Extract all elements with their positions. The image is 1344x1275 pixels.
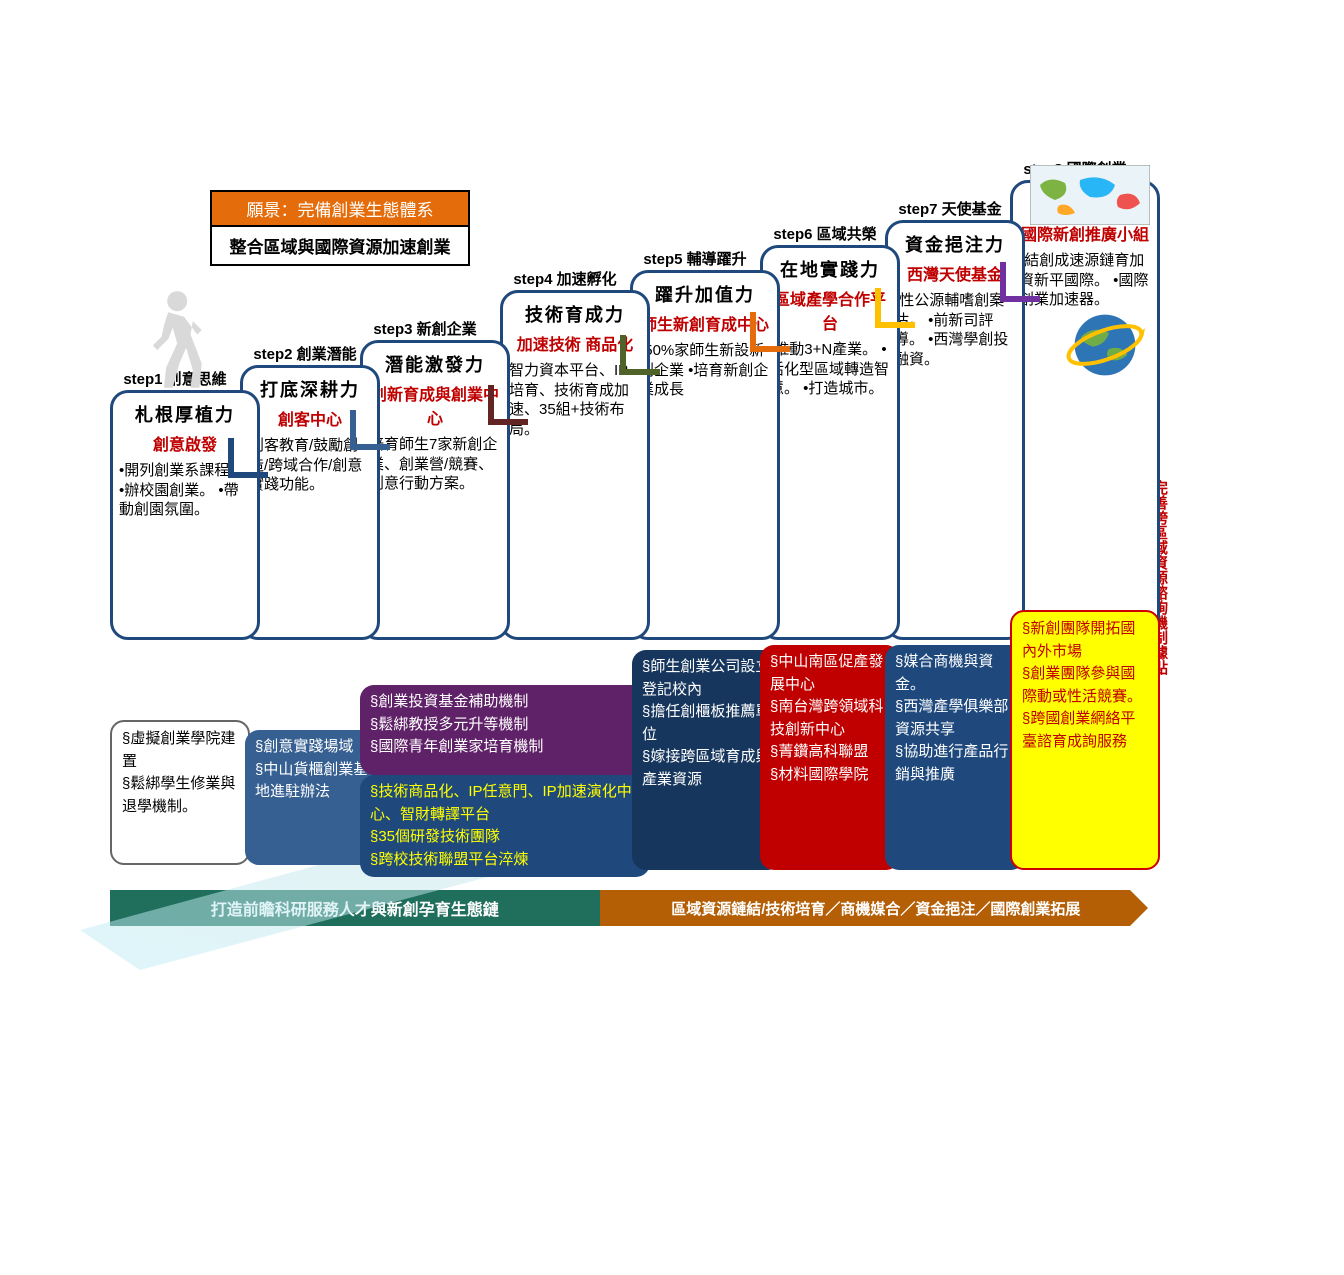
- mechanism-box-7: §媒合商機與資金。§西灣產學俱樂部資源共享§協助進行產品行銷與推廣: [885, 645, 1025, 870]
- step-label-4: step4 加速孵化: [505, 268, 625, 289]
- step-label-5: step5 輔導躍升: [635, 248, 755, 269]
- mechanism-item: §跨國創業網絡平臺諮育成詢服務: [1022, 708, 1148, 753]
- stair-title: 潛能激發力: [369, 351, 501, 377]
- mechanism-box-3: §創業投資基金補助機制§鬆綁教授多元升等機制§國際青年創業家培育機制: [360, 685, 650, 775]
- stair-title: 技術育成力: [509, 301, 641, 327]
- stair-title: 打底深耕力: [249, 376, 371, 402]
- stair-8: 國際拓展力國際新創推廣小組•結創成速源鏈育加資新平國際。 •國際創業加速器。: [1010, 180, 1160, 640]
- stair-title: 躍升加值力: [639, 281, 771, 307]
- stair-2: 打底深耕力創客中心創客教育/鼓勵創造/跨域合作/創意實踐功能。: [240, 365, 380, 640]
- mechanism-item: §虛擬創業學院建置: [122, 728, 238, 773]
- vision-title: 願景：完備創業生態體系: [210, 190, 470, 227]
- mechanism-item: §新創團隊開拓國內外市場: [1022, 618, 1148, 663]
- mechanism-item: §南台灣跨領域科技創新中心: [770, 696, 890, 741]
- step-label-2: step2 創業潛能: [245, 343, 365, 364]
- mechanism-box-4: §技術商品化、IP任意門、IP加速演化中心、智財轉譯平台§35個研發技術團隊§跨…: [360, 775, 650, 877]
- stair-title: 資金挹注力: [894, 231, 1016, 257]
- stair-subtitle: 西灣天使基金: [894, 261, 1016, 285]
- stair-title: 在地實踐力: [769, 256, 891, 282]
- mechanism-item: §技術商品化、IP任意門、IP加速演化中心、智財轉譯平台: [370, 781, 640, 826]
- mechanism-item: §菁鑽高科聯盟: [770, 741, 890, 764]
- world-map-icon: [1030, 165, 1150, 225]
- mechanism-item: §材料國際學院: [770, 764, 890, 787]
- mechanism-item: §鬆綁學生修業與退學機制。: [122, 773, 238, 818]
- bottom-arrow-band: 打造前瞻科研服務人才與新創孕育生態鏈 區域資源鏈結/技術培育／商機媒合／資金挹注…: [110, 890, 1130, 926]
- stair-bracket: [228, 438, 268, 478]
- stair-bracket: [620, 335, 660, 375]
- stair-bracket: [488, 385, 528, 425]
- mechanism-item: §擔任創櫃板推薦單位: [642, 701, 772, 746]
- vision-box: 願景：完備創業生態體系 整合區域與國際資源加速創業: [210, 190, 470, 266]
- mechanism-item: §中山南區促產發展中心: [770, 651, 890, 696]
- band-left: 打造前瞻科研服務人才與新創孕育生態鏈: [110, 890, 600, 926]
- mechanism-item: §跨校技術聯盟平台淬煉: [370, 849, 640, 872]
- mechanism-box-1: §虛擬創業學院建置§鬆綁學生修業與退學機制。: [110, 720, 250, 865]
- mechanism-item: §嫁接跨區域育成與產業資源: [642, 746, 772, 791]
- walker-icon: [140, 290, 210, 390]
- mechanism-item: §35個研發技術團隊: [370, 826, 640, 849]
- mechanism-item: §西灣產學俱樂部資源共享: [895, 696, 1015, 741]
- mechanism-item: §師生創業公司設立登記校內: [642, 656, 772, 701]
- infographic-canvas: 願景：完備創業生態體系 整合區域與國際資源加速創業 札根厚植力創意啟發•開列創業…: [110, 190, 1130, 950]
- mechanism-box-8: §新創團隊開拓國內外市場§創業團隊參與國際動或性活競賽。§跨國創業網絡平臺諮育成…: [1010, 610, 1160, 870]
- step-label-6: step6 區域共榮: [765, 223, 885, 244]
- globe-icon: [1055, 305, 1155, 385]
- mechanism-item: §創業投資基金補助機制: [370, 691, 640, 714]
- stair-bracket: [875, 288, 915, 328]
- mechanism-item: §媒合商機與資金。: [895, 651, 1015, 696]
- stair-bracket: [750, 312, 790, 352]
- mechanism-item: §創意實踐場域: [255, 736, 375, 759]
- step-label-3: step3 新創企業: [365, 318, 485, 339]
- stair-title: 札根厚植力: [119, 401, 251, 427]
- vision-subtitle: 整合區域與國際資源加速創業: [210, 227, 470, 266]
- stair-bracket: [350, 410, 390, 450]
- mechanism-item: §鬆綁教授多元升等機制: [370, 714, 640, 737]
- mechanism-item: §創業團隊參與國際動或性活競賽。: [1022, 663, 1148, 708]
- mechanism-item: §中山貨櫃創業基地進駐辦法: [255, 759, 375, 804]
- mechanism-box-6: §中山南區促產發展中心§南台灣跨領域科技創新中心§菁鑽高科聯盟§材料國際學院: [760, 645, 900, 870]
- stair-bracket: [1000, 262, 1040, 302]
- mechanism-item: §國際青年創業家培育機制: [370, 736, 640, 759]
- step-label-7: step7 天使基金: [890, 198, 1010, 219]
- stair-1: 札根厚植力創意啟發•開列創業系課程。 •辦校園創業。 •帶動創園氛圍。: [110, 390, 260, 640]
- band-right: 區域資源鏈結/技術培育／商機媒合／資金挹注／國際創業拓展: [600, 890, 1130, 926]
- mechanism-item: §協助進行產品行銷與推廣: [895, 741, 1015, 786]
